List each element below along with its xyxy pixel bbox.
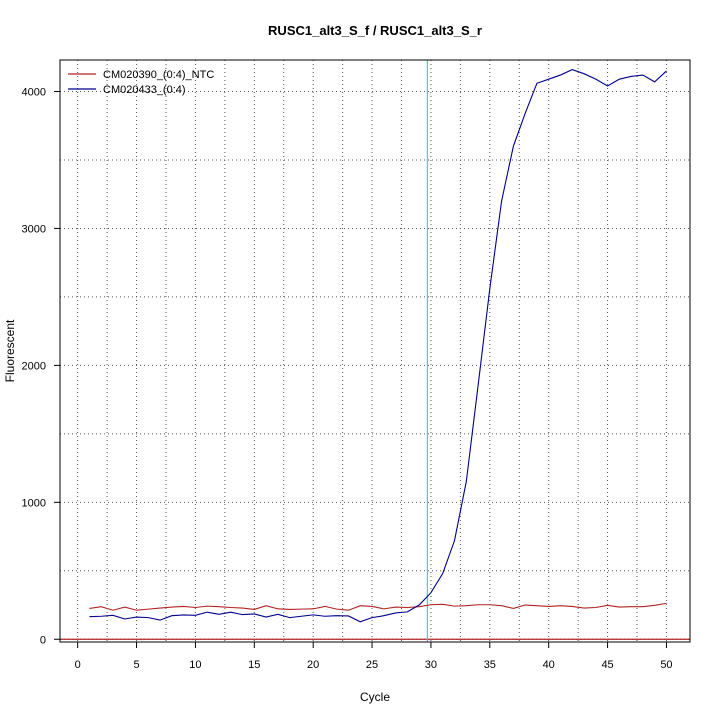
y-axis: 0 1000 2000 3000 4000 (22, 86, 61, 646)
x-tick-label: 30 (425, 659, 437, 671)
series-line-1 (89, 602, 667, 611)
y-tick-label: 0 (40, 634, 46, 646)
legend-label-2: CM020433_(0:4) (103, 84, 186, 96)
x-tick-label: 10 (189, 659, 201, 671)
chart-title: RUSC1_alt3_S_f / RUSC1_alt3_S_r (268, 23, 482, 38)
x-tick-label: 5 (133, 659, 139, 671)
x-tick-label: 20 (307, 659, 319, 671)
x-axis: 0 5 10 15 20 25 30 35 40 45 50 (75, 641, 673, 671)
y-tick-label: 2000 (22, 360, 46, 372)
legend-label-1: CM020390_(0:4)_NTC (103, 69, 214, 81)
y-tick-label: 4000 (22, 86, 46, 98)
x-tick-label: 0 (75, 659, 81, 671)
reference-lines (60, 60, 690, 642)
legend: CM020390_(0:4)_NTC CM020433_(0:4) (68, 69, 214, 96)
y-tick-label: 1000 (22, 497, 46, 509)
x-tick-label: 40 (543, 659, 555, 671)
y-axis-label: Fluorescent (3, 319, 17, 382)
x-tick-label: 50 (660, 659, 672, 671)
y-tick-label: 3000 (22, 223, 46, 235)
x-axis-label: Cycle (360, 690, 390, 704)
series-line-2 (89, 68, 667, 623)
x-tick-label: 25 (366, 659, 378, 671)
plot-frame (59, 59, 691, 643)
x-tick-label: 35 (484, 659, 496, 671)
series-lines (89, 68, 667, 623)
x-tick-label: 15 (248, 659, 260, 671)
grid (60, 60, 690, 642)
x-tick-label: 45 (601, 659, 613, 671)
